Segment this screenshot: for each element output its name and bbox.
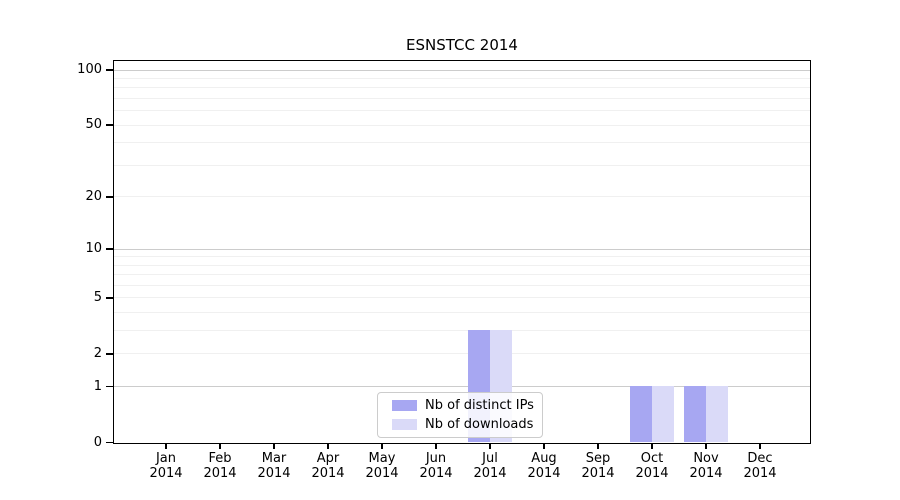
x-tick-year: 2014	[581, 466, 615, 481]
x-tick-label-dec: Dec 2014	[733, 451, 787, 481]
x-tick-year: 2014	[743, 466, 777, 481]
x-tick-month: Oct	[640, 451, 664, 466]
bar-nb-of-distinct-ips-nov	[683, 386, 706, 442]
y-tick-label-5: 5	[93, 289, 102, 305]
x-tick-dec	[759, 444, 761, 449]
x-tick-month: Mar	[261, 451, 287, 466]
x-tick-month: Nov	[693, 451, 719, 466]
x-tick-label-jan: Jan 2014	[139, 451, 193, 481]
x-tick-aug	[543, 444, 545, 449]
x-tick-sep	[597, 444, 599, 449]
y-tick-10	[106, 248, 113, 250]
legend-item-distinct-ips: Nb of distinct IPs	[392, 398, 534, 414]
legend-label-downloads: Nb of downloads	[425, 416, 534, 432]
y-tick-label-1: 1	[93, 378, 102, 394]
bar-nb-of-downloads-oct	[651, 386, 674, 442]
chart-title: ESNSTCC 2014	[406, 36, 518, 54]
y-tick-20	[106, 196, 113, 198]
x-tick-year: 2014	[689, 466, 723, 481]
x-tick-label-may: May 2014	[355, 451, 409, 481]
x-tick-label-nov: Nov 2014	[679, 451, 733, 481]
minor-gridline-60	[114, 110, 810, 112]
y-tick-100	[106, 69, 113, 71]
legend-label-distinct-ips: Nb of distinct IPs	[425, 398, 534, 414]
x-tick-month: Jul	[482, 451, 498, 466]
x-tick-year: 2014	[635, 466, 669, 481]
minor-gridline-70	[114, 97, 810, 99]
y-tick-2	[106, 353, 113, 355]
y-tick-label-100: 100	[77, 62, 102, 77]
minor-gridline-7	[114, 274, 810, 276]
minor-gridline-40	[114, 142, 810, 144]
x-tick-apr	[327, 444, 329, 449]
major-gridline-10	[114, 248, 810, 250]
x-tick-year: 2014	[473, 466, 507, 481]
minor-gridline-80	[114, 87, 810, 89]
x-tick-year: 2014	[527, 466, 561, 481]
legend-swatch-distinct-ips	[392, 400, 417, 412]
bar-nb-of-distinct-ips-oct	[629, 386, 652, 442]
x-tick-month: May	[368, 451, 396, 466]
plot-area: Nb of distinct IPs Nb of downloads	[113, 60, 811, 444]
major-gridline-100	[114, 69, 810, 71]
minor-gridline-50	[114, 124, 810, 126]
minor-gridline-4	[114, 312, 810, 314]
x-tick-jul	[489, 444, 491, 449]
x-tick-jun	[435, 444, 437, 449]
y-tick-label-20: 20	[85, 188, 102, 204]
minor-gridline-5	[114, 297, 810, 299]
x-tick-year: 2014	[365, 466, 399, 481]
x-tick-label-jul: Jul 2014	[463, 451, 517, 481]
minor-gridline-90	[114, 77, 810, 79]
y-tick-0	[106, 441, 113, 444]
y-tick-1	[106, 385, 113, 388]
x-tick-month: Jan	[155, 451, 177, 466]
y-tick-label-2: 2	[93, 345, 102, 361]
minor-gridline-6	[114, 284, 810, 286]
minor-gridline-2	[114, 353, 810, 355]
bar-nb-of-downloads-nov	[705, 386, 728, 442]
x-tick-label-apr: Apr 2014	[301, 451, 355, 481]
y-tick-label-10: 10	[85, 241, 102, 256]
x-tick-label-aug: Aug 2014	[517, 451, 571, 481]
x-tick-month: Feb	[208, 451, 232, 466]
x-tick-year: 2014	[257, 466, 291, 481]
x-tick-year: 2014	[203, 466, 237, 481]
x-tick-nov	[705, 444, 707, 449]
y-tick-label-50: 50	[85, 117, 102, 133]
minor-gridline-8	[114, 264, 810, 266]
legend-swatch-downloads	[392, 418, 417, 430]
x-tick-year: 2014	[149, 466, 183, 481]
x-tick-jan	[165, 444, 167, 449]
minor-gridline-20	[114, 196, 810, 198]
x-tick-mar	[273, 444, 275, 449]
x-tick-label-jun: Jun 2014	[409, 451, 463, 481]
x-tick-month: Aug	[531, 451, 557, 466]
x-tick-month: Sep	[585, 451, 611, 466]
x-tick-oct	[651, 444, 653, 449]
x-tick-label-mar: Mar 2014	[247, 451, 301, 481]
minor-gridline-30	[114, 164, 810, 166]
x-tick-label-oct: Oct 2014	[625, 451, 679, 481]
minor-gridline-9	[114, 256, 810, 258]
x-tick-label-feb: Feb 2014	[193, 451, 247, 481]
y-tick-5	[106, 297, 113, 299]
x-tick-feb	[219, 444, 221, 449]
legend: Nb of distinct IPs Nb of downloads	[377, 392, 543, 438]
x-tick-year: 2014	[311, 466, 345, 481]
x-tick-year: 2014	[419, 466, 453, 481]
minor-gridline-3	[114, 330, 810, 332]
x-tick-month: Dec	[747, 451, 773, 466]
x-tick-month: Apr	[316, 451, 340, 466]
x-tick-may	[381, 444, 383, 449]
y-tick-label-0: 0	[93, 434, 102, 450]
legend-item-downloads: Nb of downloads	[392, 417, 534, 433]
y-tick-50	[106, 124, 113, 126]
major-gridline-1	[114, 386, 810, 388]
x-tick-month: Jun	[425, 451, 447, 466]
x-tick-label-sep: Sep 2014	[571, 451, 625, 481]
